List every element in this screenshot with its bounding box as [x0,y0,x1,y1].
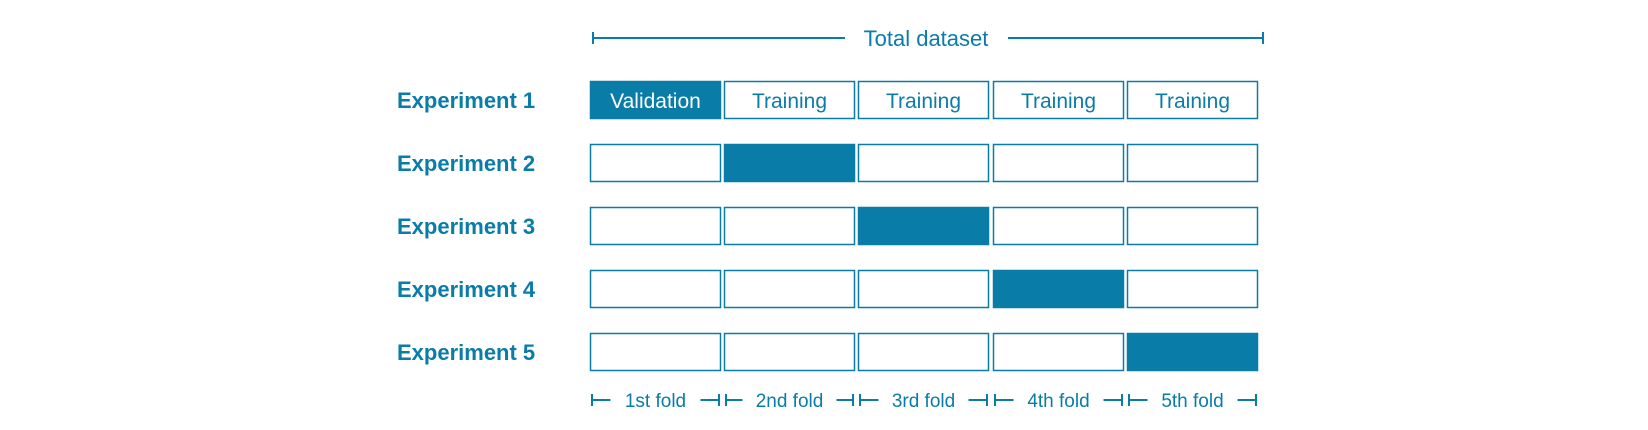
experiment-row: Experiment 4 [397,269,1259,309]
fold-bracket: 1st fold [591,391,720,412]
fold-label: 3rd fold [892,391,955,412]
training-fold-cell [589,269,722,309]
training-fold-cell [723,269,856,309]
experiment-row: Experiment 2 [397,143,1259,183]
training-cell-label: Training [1155,90,1230,113]
fold-label: 2nd fold [756,391,824,412]
validation-fold-cell [992,269,1125,309]
experiment-label: Experiment 1 [397,88,535,113]
validation-fold-cell [1126,332,1259,372]
fold-label: 1st fold [625,391,686,412]
training-fold-cell [589,206,722,246]
training-fold-cell [723,332,856,372]
training-fold-cell [992,143,1125,183]
training-fold-cell [992,206,1125,246]
experiment-label: Experiment 3 [397,214,535,239]
validation-cell-label: Validation [610,90,701,113]
experiment-row: Experiment 3 [397,206,1259,246]
training-fold-cell [992,332,1125,372]
training-fold-cell [857,80,990,120]
fold-bracket: 5th fold [1128,391,1257,412]
fold-bracket: 4th fold [994,391,1123,412]
training-fold-cell [1126,143,1259,183]
fold-bracket: 2nd fold [725,391,854,412]
experiment-label: Experiment 5 [397,340,535,365]
training-fold-cell [1126,269,1259,309]
training-fold-cell [723,206,856,246]
training-fold-cell [857,143,990,183]
experiment-rows: Experiment 1 Validation Training Training Tr… [397,80,1259,372]
total-dataset-bracket: Total dataset [592,26,1264,51]
training-cell-label: Training [752,90,827,113]
fold-axis: 1st fold 2nd fold 3rd fold 4th fold 5th fold [591,391,1257,412]
experiment-row: Experiment 5 [397,332,1259,372]
experiment-label: Experiment 2 [397,151,535,176]
training-fold-cell [1126,206,1259,246]
experiment-row: Experiment 1 Validation Training Training Tr… [397,80,1259,120]
training-fold-cell [857,332,990,372]
training-fold-cell [589,332,722,372]
training-fold-cell [992,80,1125,120]
training-cell-label: Training [1021,90,1096,113]
training-fold-cell [723,80,856,120]
training-fold-cell [857,269,990,309]
fold-label: 5th fold [1161,391,1223,412]
validation-fold-cell [589,80,722,120]
validation-fold-cell [857,206,990,246]
training-fold-cell [1126,80,1259,120]
fold-bracket: 3rd fold [859,391,988,412]
experiment-label: Experiment 4 [397,277,536,302]
fold-label: 4th fold [1027,391,1089,412]
training-fold-cell [589,143,722,183]
training-cell-label: Training [886,90,961,113]
validation-fold-cell [723,143,856,183]
total-dataset-label: Total dataset [864,26,989,51]
